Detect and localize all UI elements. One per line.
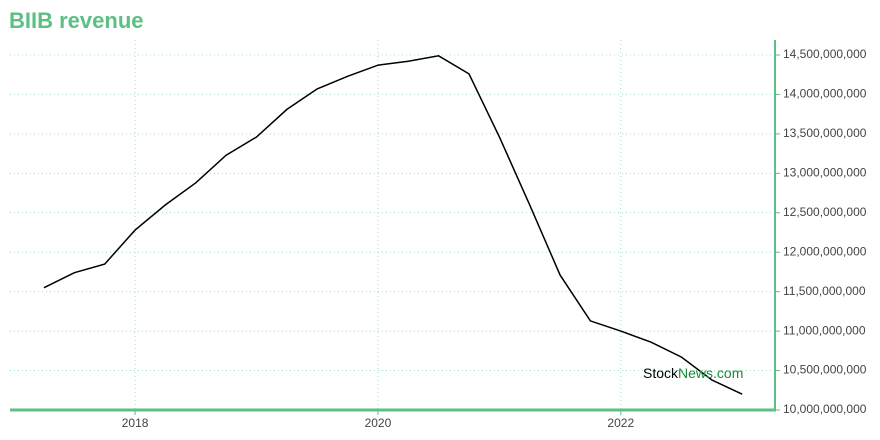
x-tick-label: 2022 — [607, 416, 634, 430]
y-tick-label: 12,000,000,000 — [783, 244, 867, 258]
x-tick-label: 2018 — [122, 416, 149, 430]
y-tick-label: 14,000,000,000 — [783, 87, 867, 101]
x-tick-label: 2020 — [365, 416, 392, 430]
watermark: StockNews.com — [643, 365, 743, 381]
y-tick-label: 12,500,000,000 — [783, 205, 867, 219]
watermark-part: Stock — [643, 365, 679, 381]
chart-title: BIIB revenue — [9, 8, 144, 33]
watermark-part: News.com — [678, 365, 743, 381]
y-tick-label: 10,500,000,000 — [783, 363, 867, 377]
y-tick-label: 11,500,000,000 — [783, 284, 866, 298]
y-tick-label: 13,000,000,000 — [783, 165, 867, 179]
y-tick-label: 11,000,000,000 — [783, 323, 866, 337]
y-tick-label: 10,000,000,000 — [783, 402, 867, 416]
y-tick-label: 13,500,000,000 — [783, 126, 867, 140]
y-tick-label: 14,500,000,000 — [783, 47, 867, 61]
line — [43, 55, 743, 395]
